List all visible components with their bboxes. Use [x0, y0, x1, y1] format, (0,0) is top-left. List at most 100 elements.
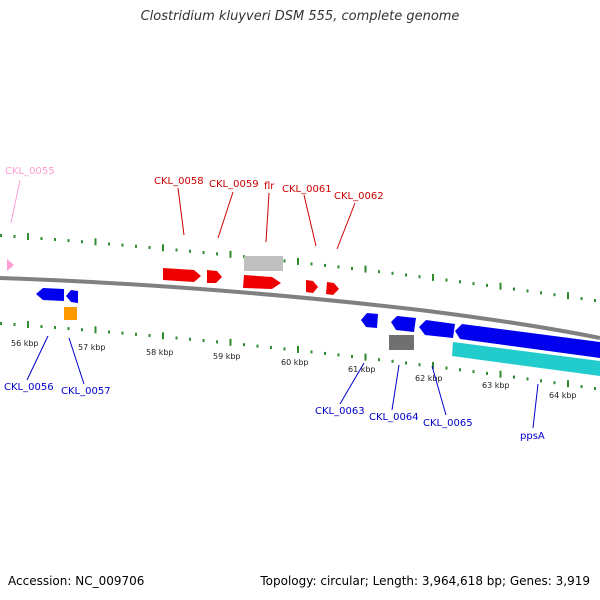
gene-label-ckl-0057[interactable]: CKL_0057: [61, 386, 111, 397]
scale-ticks-bottom: [0, 321, 596, 391]
minor-tick-mark: [418, 363, 421, 367]
minor-tick-mark: [202, 339, 205, 343]
minor-tick-mark: [486, 283, 488, 287]
minor-tick-mark: [526, 289, 529, 293]
kbp-label: 58 kbp: [146, 348, 174, 357]
minor-tick-mark: [121, 243, 124, 247]
major-tick-mark: [229, 338, 232, 346]
minor-tick-mark: [108, 330, 110, 334]
minor-tick-mark: [189, 337, 191, 341]
minor-tick-mark: [283, 259, 286, 263]
minor-tick-mark: [472, 370, 475, 374]
gene-arrow-ckl-0062[interactable]: [326, 282, 339, 295]
minor-tick-mark: [405, 273, 407, 277]
gene-label-ckl-0064[interactable]: CKL_0064: [369, 412, 419, 423]
minor-tick-mark: [0, 234, 2, 237]
minor-tick-mark: [553, 293, 556, 297]
minor-tick-mark: [418, 275, 421, 279]
kbp-labels: 56 kbp 57 kbp 58 kbp 59 kbp 60 kbp 61 kb…: [11, 339, 577, 400]
minor-tick-mark: [486, 371, 488, 375]
kbp-label: 64 kbp: [549, 391, 577, 400]
gene-arrow-ckl-0056[interactable]: [36, 288, 64, 301]
gene-arrow-ckl-0065[interactable]: [419, 320, 455, 338]
minor-tick-mark: [40, 325, 43, 328]
gene-label-ckl-0061[interactable]: CKL_0061: [282, 184, 332, 195]
figure-title: Clostridium kluyveri DSM 555, complete g…: [140, 9, 460, 24]
minor-tick-mark: [580, 385, 583, 389]
rna-feature-upper[interactable]: [244, 256, 283, 271]
gene-label-ppsa[interactable]: ppsA: [520, 431, 545, 442]
kbp-label: 61 kbp: [348, 365, 376, 374]
minor-tick-mark: [13, 323, 16, 326]
minor-tick-mark: [40, 237, 43, 240]
kbp-label: 57 kbp: [78, 343, 106, 352]
gene-label-ckl-0056[interactable]: CKL_0056: [4, 382, 54, 393]
minor-tick-mark: [594, 387, 596, 391]
gene-arrow-ckl-0058[interactable]: [163, 268, 201, 282]
minor-tick-mark: [513, 375, 515, 379]
leader-ppsa: [532, 383, 539, 429]
minor-tick-mark: [540, 291, 542, 295]
minor-tick-mark: [459, 280, 461, 284]
gene-arrow-ckl-0057[interactable]: [66, 290, 78, 303]
cyan-feature-ppsa[interactable]: [452, 342, 600, 376]
gene-arrow-ckl-0055[interactable]: [7, 259, 14, 271]
major-tick-mark: [567, 380, 569, 388]
forward-genes: [7, 256, 339, 295]
kbp-label: 56 kbp: [11, 339, 39, 348]
gene-arrow-ckl-0063[interactable]: [361, 313, 378, 328]
gene-label-ckl-0059[interactable]: CKL_0059: [209, 179, 259, 190]
gene-label-ckl-0063[interactable]: CKL_0063: [315, 406, 365, 417]
minor-tick-mark: [283, 347, 286, 351]
leader-ckl-0064: [391, 364, 400, 411]
leader-ckl-0056: [26, 335, 49, 381]
rna-feature-lower[interactable]: [389, 335, 414, 350]
gene-label-ckl-0058[interactable]: CKL_0058: [154, 176, 204, 187]
scale-ticks-top: [0, 233, 596, 303]
kbp-label: 62 kbp: [415, 374, 443, 383]
minor-tick-mark: [13, 235, 16, 238]
major-tick-mark: [499, 370, 502, 378]
minor-tick-mark: [148, 334, 151, 337]
minor-tick-mark: [243, 343, 245, 347]
gene-label-ckl-0055[interactable]: CKL_0055: [5, 166, 55, 177]
leader-ckl-0055: [10, 179, 21, 224]
gene-label-flr[interactable]: flr: [264, 181, 275, 192]
genome-backbone: [0, 276, 600, 340]
minor-tick-mark: [445, 278, 448, 282]
minor-tick-mark: [81, 328, 83, 332]
major-tick-mark: [27, 233, 29, 240]
gene-labels: CKL_0055 CKL_0058 CKL_0059 flr CKL_0061 …: [4, 166, 545, 442]
minor-tick-mark: [391, 359, 394, 363]
minor-tick-mark: [175, 336, 178, 340]
minor-tick-mark: [513, 287, 515, 291]
leader-ckl-0059: [217, 191, 234, 239]
gene-arrow-flr[interactable]: [243, 275, 281, 289]
gene-arrow-ckl-0061[interactable]: [306, 280, 318, 293]
minor-tick-mark: [108, 242, 110, 246]
major-tick-mark: [229, 250, 232, 258]
gene-label-ckl-0062[interactable]: CKL_0062: [334, 191, 384, 202]
gene-arrow-ckl-0064[interactable]: [391, 316, 416, 332]
major-tick-mark: [297, 257, 299, 265]
minor-tick-mark: [378, 270, 380, 274]
minor-tick-mark: [337, 353, 340, 357]
minor-tick-mark: [324, 351, 326, 355]
genome-summary-text: Topology: circular; Length: 3,964,618 bp…: [260, 574, 590, 588]
leader-flr: [265, 192, 270, 243]
minor-tick-mark: [445, 366, 448, 370]
major-tick-mark: [364, 265, 367, 273]
minor-tick-mark: [189, 249, 191, 253]
minor-tick-mark: [594, 299, 596, 303]
major-tick-mark: [162, 244, 164, 252]
minor-tick-mark: [580, 297, 583, 301]
gene-arrow-ppsa[interactable]: [455, 324, 600, 358]
major-tick-mark: [162, 332, 164, 340]
minor-tick-mark: [0, 322, 2, 325]
gene-label-ckl-0065[interactable]: CKL_0065: [423, 418, 473, 429]
major-tick-mark: [567, 292, 569, 300]
orange-feature[interactable]: [64, 307, 77, 320]
gene-arrow-ckl-0059[interactable]: [207, 270, 222, 283]
